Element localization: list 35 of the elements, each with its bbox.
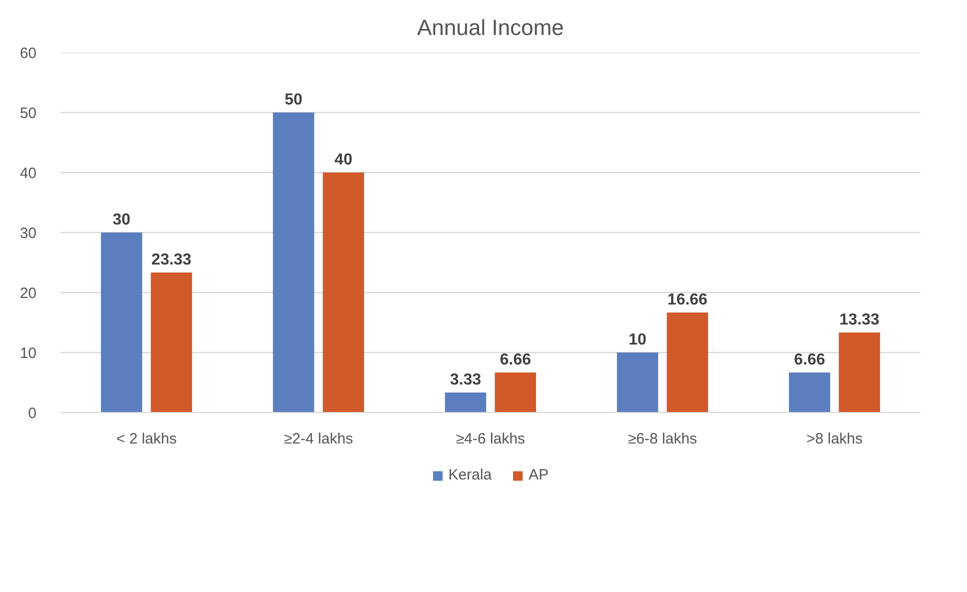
x-tick-label: < 2 lakhs (116, 430, 177, 448)
bar (666, 312, 708, 412)
data-label: 10 (628, 332, 647, 348)
y-tick-label: 10 (20, 345, 37, 362)
bar (788, 372, 830, 412)
x-tick-label: ≥6-8 lakhs (628, 430, 698, 448)
data-label: 40 (334, 152, 352, 168)
data-label: 50 (284, 92, 303, 108)
y-tick-label: 20 (20, 285, 37, 302)
chart-title: Annual Income (417, 15, 564, 40)
bar (444, 392, 486, 412)
x-tick-label: >8 lakhs (806, 430, 863, 448)
y-tick-label: 40 (20, 165, 37, 182)
data-label: 3.33 (450, 372, 482, 389)
legend-label: Kerala (448, 466, 492, 484)
bar (272, 112, 314, 412)
legend-label: AP (528, 466, 549, 484)
bar (616, 352, 658, 412)
data-label: 13.33 (839, 312, 880, 329)
y-tick-label: 0 (28, 405, 36, 422)
bar (494, 372, 536, 412)
data-label: 30 (112, 212, 131, 228)
bar (838, 332, 880, 412)
x-tick-label: ≥4-6 lakhs (456, 430, 526, 448)
data-label: 6.66 (500, 352, 532, 369)
y-tick-label: 60 (20, 45, 37, 62)
data-label: 23.33 (151, 252, 192, 269)
bar (150, 272, 192, 412)
bar (100, 232, 142, 412)
data-label: 6.66 (794, 352, 826, 369)
data-label: 16.66 (667, 292, 708, 309)
bar (322, 172, 364, 412)
x-tick-label: ≥2-4 lakhs (284, 430, 354, 448)
y-tick-label: 30 (20, 225, 37, 242)
y-tick-label: 50 (20, 105, 37, 122)
